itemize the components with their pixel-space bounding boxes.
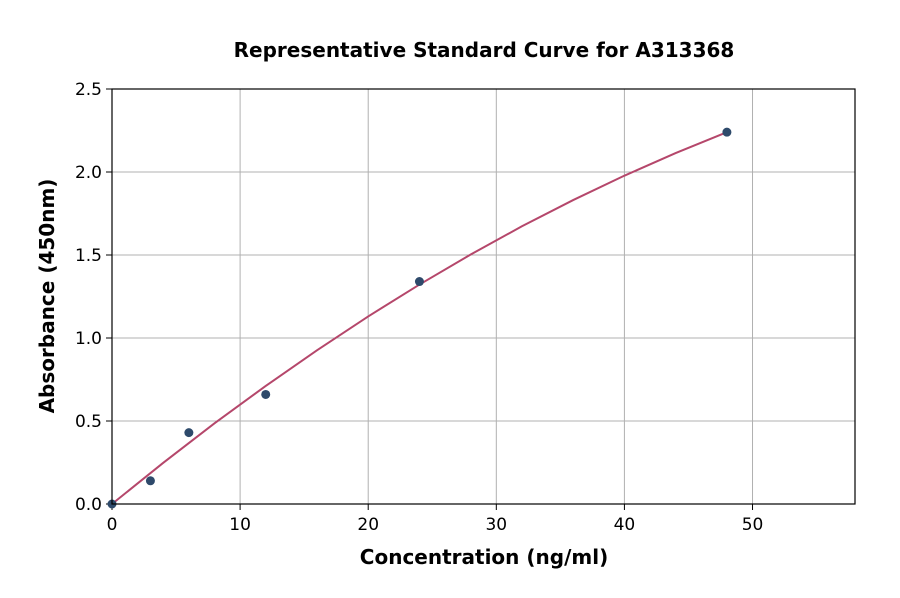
x-tick-label: 40	[614, 515, 636, 535]
data-point	[184, 428, 194, 438]
y-axis-label: Absorbance (450nm)	[35, 179, 59, 414]
data-point	[722, 127, 732, 137]
y-tick-label: 1.5	[75, 246, 102, 266]
x-tick-label: 30	[485, 515, 507, 535]
data-points	[107, 127, 732, 509]
data-point	[261, 389, 271, 399]
y-tick-label: 2.5	[75, 80, 102, 100]
x-tick-label: 0	[107, 515, 118, 535]
fit-curve	[111, 131, 728, 505]
x-tick-label: 10	[229, 515, 251, 535]
chart-title: Representative Standard Curve for A31336…	[234, 38, 735, 62]
y-tick-label: 2.0	[75, 163, 102, 183]
data-point	[414, 277, 424, 287]
y-tick-label: 0.0	[75, 495, 102, 515]
data-point	[145, 476, 155, 486]
grid	[111, 88, 855, 505]
ticks: 0 10 20 30 40 50 0.0 0.5 1.0 1.5 2.0 2.5	[75, 80, 763, 535]
x-tick-label: 50	[742, 515, 764, 535]
y-tick-label: 0.5	[75, 412, 102, 432]
x-tick-label: 20	[357, 515, 379, 535]
y-tick-label: 1.0	[75, 329, 102, 349]
x-axis-label: Concentration (ng/ml)	[360, 545, 608, 569]
plot-frame	[111, 88, 856, 505]
